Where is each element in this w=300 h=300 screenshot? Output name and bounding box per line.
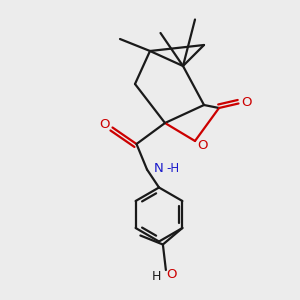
Text: O: O <box>242 95 252 109</box>
Text: N: N <box>154 161 163 175</box>
Text: H: H <box>152 270 161 283</box>
Text: O: O <box>197 139 208 152</box>
Text: O: O <box>99 118 109 131</box>
Text: -H: -H <box>166 161 179 175</box>
Text: O: O <box>166 268 176 281</box>
